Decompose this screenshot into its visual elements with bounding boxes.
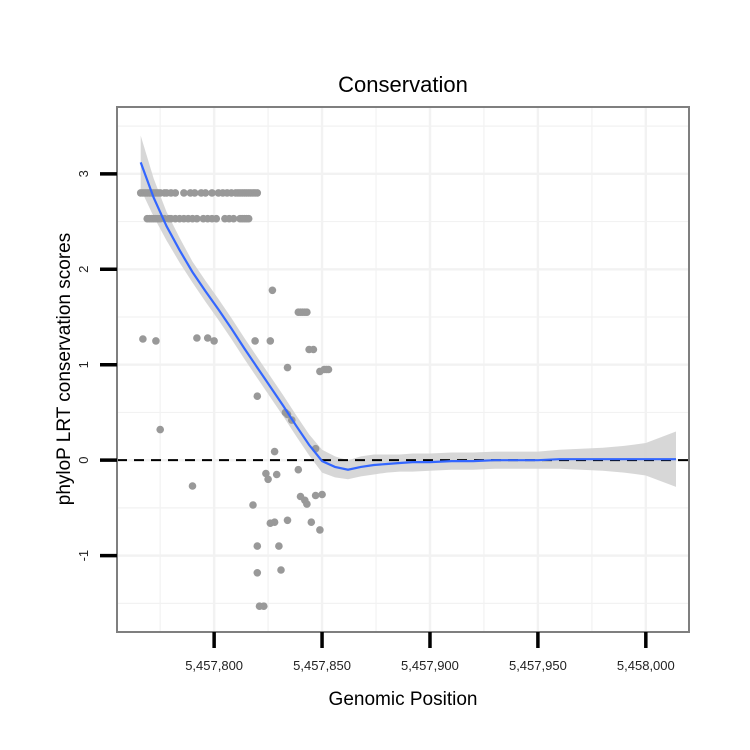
- data-point: [316, 526, 324, 534]
- y-tick-label: -1: [76, 550, 91, 562]
- data-point: [266, 337, 275, 345]
- data-point: [201, 189, 210, 197]
- data-point: [268, 286, 277, 295]
- data-point: [156, 425, 164, 434]
- data-point: [303, 500, 311, 508]
- data-point: [270, 447, 279, 456]
- data-point: [260, 602, 268, 610]
- y-axis-title: phyloP LRT conservation scores: [54, 233, 75, 506]
- data-point: [318, 490, 326, 499]
- y-axis: -1 0 1 2 3: [76, 170, 117, 561]
- data-point: [253, 189, 262, 197]
- data-point: [272, 470, 281, 479]
- x-axis: 5,457,800 5,457,850 5,457,900 5,457,950 5,45…: [185, 632, 675, 673]
- data-point: [283, 516, 292, 525]
- x-tick-label: 5,457,800: [185, 658, 243, 673]
- y-tick-label: 0: [76, 457, 91, 464]
- data-point: [249, 501, 257, 509]
- data-point: [193, 214, 201, 223]
- y-tick-label: 3: [76, 170, 91, 177]
- y-tick-label: 2: [76, 266, 91, 273]
- data-point: [275, 542, 283, 550]
- data-points: [136, 189, 333, 610]
- data-point: [270, 518, 279, 526]
- x-axis-title: Genomic Position: [329, 689, 478, 710]
- data-point: [309, 345, 318, 354]
- data-point: [193, 334, 201, 342]
- data-point: [190, 189, 199, 197]
- data-point: [262, 469, 270, 478]
- data-point: [307, 518, 316, 526]
- data-point: [212, 214, 221, 223]
- x-tick-label: 5,458,000: [617, 658, 675, 673]
- data-point: [251, 337, 259, 345]
- data-point: [139, 335, 147, 343]
- chart-title: Conservation: [338, 72, 468, 97]
- data-point: [229, 214, 238, 223]
- data-point: [264, 475, 272, 484]
- data-point: [210, 337, 218, 345]
- data-point: [253, 392, 262, 401]
- data-point: [208, 189, 216, 197]
- plot-panel: [117, 107, 689, 632]
- data-point: [324, 365, 333, 374]
- data-point: [253, 542, 262, 550]
- data-point: [203, 334, 212, 342]
- x-tick-label: 5,457,850: [293, 658, 351, 673]
- data-point: [294, 465, 303, 474]
- data-point: [303, 308, 311, 317]
- data-point: [283, 363, 292, 372]
- data-point: [253, 569, 262, 577]
- data-point: [152, 337, 160, 345]
- y-tick-label: 1: [76, 361, 91, 368]
- smooth-confidence-band: [140, 135, 676, 487]
- data-point: [180, 189, 188, 197]
- x-tick-label: 5,457,900: [401, 658, 459, 673]
- data-point: [188, 482, 197, 490]
- data-point: [171, 189, 180, 197]
- smooth-fit-line: [139, 162, 676, 471]
- x-tick-label: 5,457,950: [509, 658, 567, 673]
- data-point: [277, 566, 285, 574]
- plot-panel-border: [116, 106, 690, 633]
- data-point: [244, 214, 253, 223]
- data-point: [311, 491, 320, 500]
